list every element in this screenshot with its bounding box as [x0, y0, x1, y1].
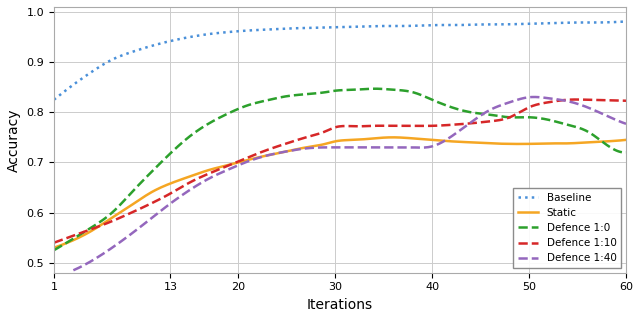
Defence 1:10	[569, 98, 577, 101]
Static	[402, 136, 410, 140]
Defence 1:0	[392, 88, 400, 92]
Baseline	[400, 24, 408, 28]
Static	[570, 141, 578, 145]
Baseline	[532, 22, 540, 26]
Defence 1:10	[532, 103, 540, 107]
Baseline	[569, 21, 577, 25]
Defence 1:10	[622, 99, 630, 103]
Defence 1:10	[400, 124, 408, 128]
Static	[50, 246, 58, 249]
Defence 1:10	[572, 98, 580, 101]
Baseline	[52, 96, 60, 100]
Static	[388, 136, 396, 139]
Baseline	[50, 98, 58, 102]
Baseline	[622, 19, 630, 23]
Static	[390, 136, 398, 139]
Y-axis label: Accuracy: Accuracy	[7, 108, 21, 172]
Static	[392, 136, 400, 139]
Line: Baseline: Baseline	[54, 21, 626, 100]
Legend: Baseline, Static, Defence 1:0, Defence 1:10, Defence 1:40: Baseline, Static, Defence 1:0, Defence 1…	[513, 189, 621, 268]
Static	[52, 245, 60, 249]
Defence 1:40	[397, 145, 404, 149]
X-axis label: Iterations: Iterations	[307, 298, 373, 312]
Defence 1:0	[622, 151, 630, 154]
Defence 1:0	[50, 248, 58, 252]
Defence 1:0	[52, 247, 60, 251]
Defence 1:0	[570, 125, 578, 129]
Defence 1:40	[530, 95, 538, 99]
Defence 1:0	[372, 87, 380, 91]
Line: Defence 1:10: Defence 1:10	[54, 100, 626, 243]
Defence 1:0	[534, 116, 542, 120]
Static	[534, 142, 542, 145]
Defence 1:10	[388, 124, 396, 128]
Line: Defence 1:40: Defence 1:40	[74, 97, 626, 270]
Defence 1:10	[52, 240, 60, 244]
Defence 1:40	[72, 268, 79, 271]
Static	[622, 138, 630, 142]
Defence 1:40	[622, 122, 630, 126]
Defence 1:0	[390, 88, 398, 92]
Defence 1:40	[70, 268, 77, 272]
Defence 1:40	[408, 145, 415, 149]
Baseline	[388, 24, 396, 28]
Defence 1:40	[537, 95, 545, 99]
Line: Static: Static	[54, 137, 626, 248]
Defence 1:0	[402, 89, 410, 93]
Defence 1:10	[50, 241, 58, 245]
Line: Defence 1:0: Defence 1:0	[54, 89, 626, 250]
Defence 1:40	[572, 101, 580, 105]
Defence 1:40	[399, 145, 406, 149]
Defence 1:10	[390, 124, 398, 128]
Baseline	[390, 24, 398, 28]
